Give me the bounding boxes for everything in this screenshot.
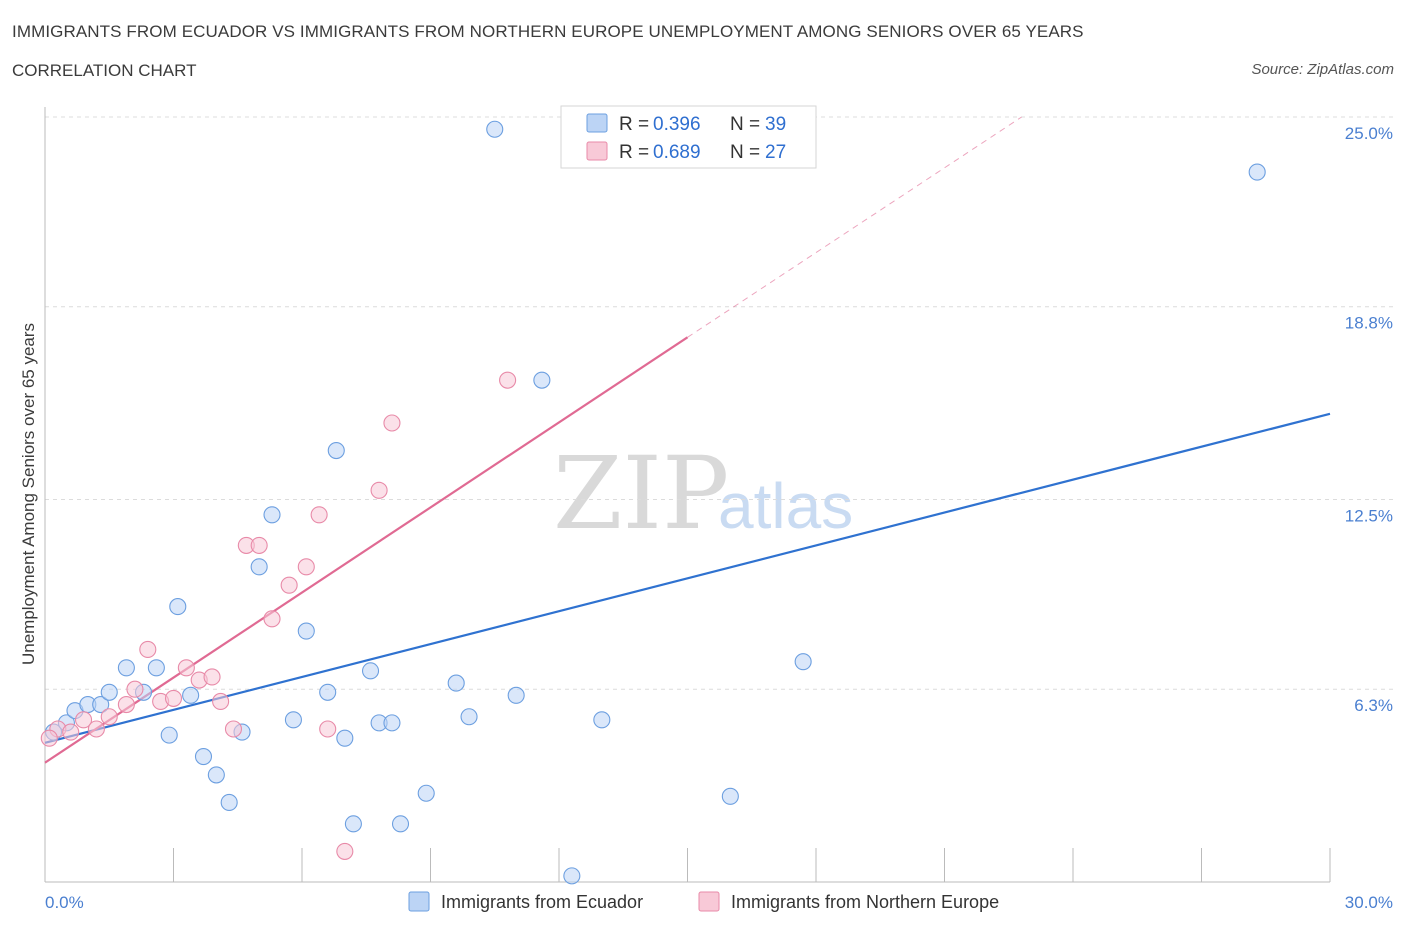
data-point-pink	[280, 576, 298, 594]
data-point-blue	[593, 711, 611, 729]
data-point-blue	[160, 726, 178, 744]
data-point-pink	[212, 692, 230, 711]
data-point-pink	[297, 558, 315, 576]
legend-r-value-ecuador: 0.396	[653, 114, 701, 135]
data-points	[40, 120, 1266, 885]
data-point-pink	[164, 689, 183, 707]
x-tick-label-min: 0.0%	[45, 893, 84, 912]
data-point-blue	[361, 662, 380, 680]
data-point-blue	[250, 558, 268, 576]
data-point-blue	[507, 686, 525, 704]
legend-swatch-ecuador	[586, 113, 608, 133]
data-point-blue	[319, 683, 337, 701]
data-point-blue	[344, 815, 362, 833]
gridlines	[45, 116, 1393, 690]
data-point-blue	[460, 708, 478, 726]
y-axis-label: Unemployment Among Seniors over 65 years	[19, 323, 38, 665]
data-point-blue	[297, 622, 315, 640]
trend-line-blue	[44, 412, 1331, 744]
data-point-pink	[319, 720, 337, 738]
bottom-legend-label-ecuador: Immigrants from Ecuador	[441, 892, 643, 912]
data-point-blue	[147, 659, 165, 677]
data-point-pink	[224, 720, 243, 738]
data-point-pink	[499, 371, 517, 389]
data-point-blue	[721, 787, 739, 805]
data-point-pink	[139, 640, 157, 658]
watermark-zip: ZIP	[553, 435, 729, 552]
legend-n-value-northern-europe: 27	[765, 142, 786, 163]
data-point-pink	[62, 723, 80, 741]
data-point-pink	[383, 414, 401, 432]
data-point-blue	[182, 686, 200, 704]
x-ticks	[173, 848, 1331, 882]
chart-subtitle: CORRELATION CHART	[12, 61, 197, 80]
data-point-pink	[310, 506, 328, 524]
data-point-blue	[263, 506, 281, 524]
data-point-blue	[327, 441, 345, 460]
trend-line-extension-pink	[687, 116, 1022, 338]
data-point-blue	[169, 598, 187, 616]
data-point-blue	[117, 659, 135, 677]
y-tick-label: 6.3%	[1354, 696, 1393, 715]
data-point-blue	[194, 747, 213, 766]
bottom-legend-swatch-northern-europe	[698, 891, 720, 912]
data-point-pink	[177, 659, 195, 677]
data-point-blue	[220, 793, 238, 811]
trend-line-pink	[44, 336, 689, 764]
data-point-blue	[417, 784, 435, 802]
y-tick-labels: 6.3% 12.5% 18.8% 25.0%	[1345, 124, 1393, 715]
legend-n-value-ecuador: 39	[765, 114, 786, 135]
y-tick-label: 18.8%	[1345, 314, 1393, 333]
legend-n-label-ecuador: N =	[730, 114, 760, 135]
data-point-blue	[563, 867, 581, 885]
source-label: Source: ZipAtlas.com	[1251, 61, 1394, 78]
y-tick-label: 12.5%	[1345, 507, 1393, 526]
x-tick-label-max: 30.0%	[1345, 893, 1393, 912]
data-point-pink	[75, 711, 93, 729]
data-point-pink	[203, 668, 221, 686]
data-point-blue	[100, 683, 118, 701]
legend-swatch-northern-europe	[586, 141, 608, 161]
data-point-blue	[447, 674, 465, 692]
legend-r-label-ecuador: R =	[619, 114, 649, 135]
legend-r-value-northern-europe: 0.689	[653, 142, 701, 163]
data-point-pink	[336, 842, 354, 860]
data-point-blue	[383, 714, 401, 732]
series-legend: Immigrants from Ecuador Immigrants from …	[408, 891, 999, 912]
data-point-blue	[284, 711, 302, 729]
data-point-pink	[40, 729, 58, 747]
watermark-atlas: atlas	[718, 470, 853, 542]
bottom-legend-swatch-ecuador	[408, 891, 430, 912]
y-tick-label: 25.0%	[1345, 124, 1393, 143]
trend-lines	[44, 116, 1331, 764]
stats-legend: R = 0.396 N = 39 R = 0.689 N = 27	[560, 105, 817, 169]
data-point-pink	[263, 610, 281, 628]
legend-n-label-northern-europe: N =	[730, 142, 760, 163]
bottom-legend-label-northern-europe: Immigrants from Northern Europe	[731, 892, 999, 912]
data-point-blue	[207, 766, 225, 784]
data-point-pink	[117, 695, 135, 714]
data-point-blue	[92, 695, 110, 714]
legend-r-label-northern-europe: R =	[619, 142, 649, 163]
data-point-blue	[794, 653, 812, 671]
data-point-blue	[391, 815, 410, 833]
data-point-pink	[126, 680, 144, 698]
data-point-pink	[370, 481, 388, 499]
data-point-pink	[100, 708, 118, 726]
data-point-blue	[533, 371, 551, 389]
data-point-pink	[250, 536, 268, 554]
data-point-pink	[87, 720, 105, 738]
data-point-blue	[1248, 163, 1266, 181]
data-point-blue	[336, 729, 354, 747]
chart-title: IMMIGRANTS FROM ECUADOR VS IMMIGRANTS FR…	[12, 22, 1084, 41]
data-point-blue	[486, 120, 504, 138]
